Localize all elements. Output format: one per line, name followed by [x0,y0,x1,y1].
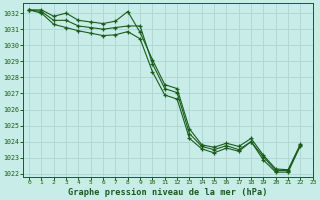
X-axis label: Graphe pression niveau de la mer (hPa): Graphe pression niveau de la mer (hPa) [68,188,268,197]
